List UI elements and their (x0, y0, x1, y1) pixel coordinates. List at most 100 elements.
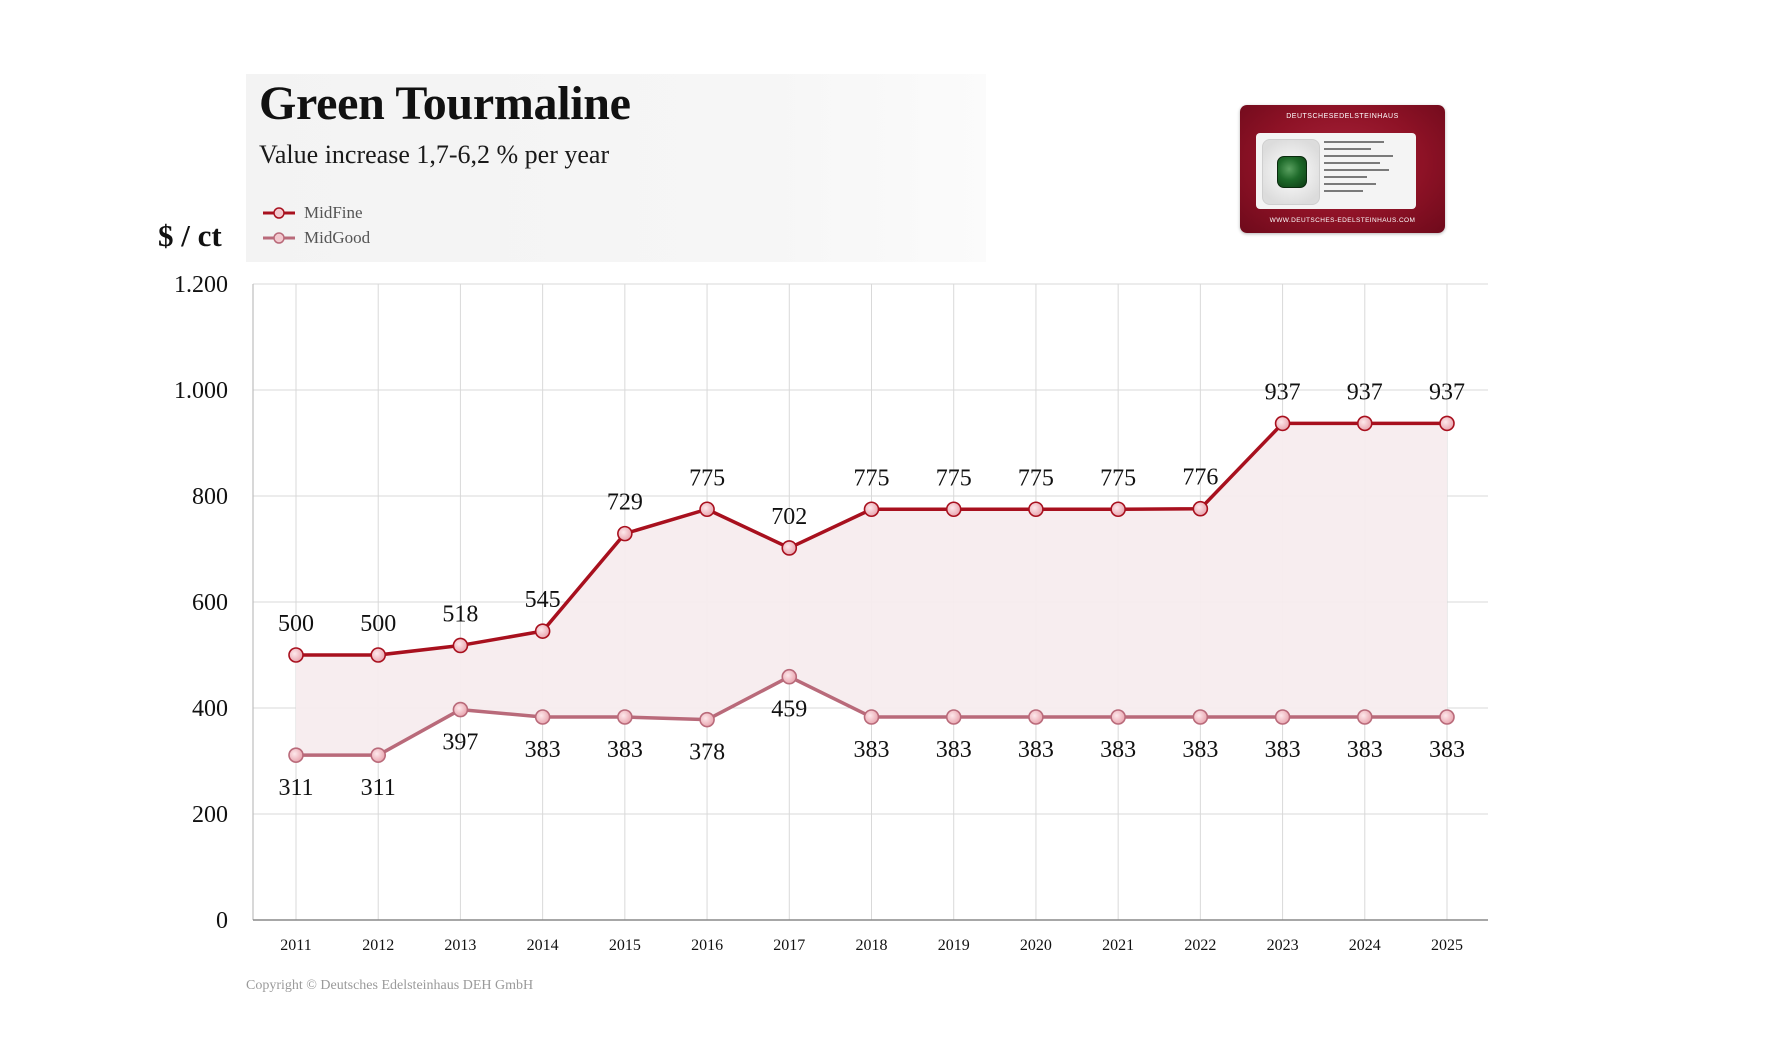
y-tick-label: 0 (216, 908, 228, 934)
data-label-midfine: 545 (525, 587, 561, 613)
y-tick-label: 600 (192, 590, 228, 616)
data-label-midfine: 702 (771, 504, 807, 530)
y-tick-label: 800 (192, 484, 228, 510)
data-label-midfine: 775 (936, 465, 972, 491)
data-point-midfine (699, 501, 715, 518)
chart-title: Green Tourmaline (259, 77, 631, 130)
data-point-midfine (1028, 501, 1044, 518)
certificate-text-lines (1324, 141, 1410, 197)
data-point-midgood (288, 747, 304, 763)
data-point-midgood (1028, 709, 1044, 725)
data-label-midgood: 311 (361, 775, 396, 801)
data-point-midgood (781, 668, 798, 685)
certificate-brand-text: DEUTSCHESEDELSTEINHAUS (1286, 113, 1399, 120)
data-point-midfine (452, 637, 469, 654)
data-point-midfine (288, 647, 304, 663)
data-label-midgood: 397 (442, 730, 478, 756)
data-point-midfine (863, 501, 880, 518)
data-point-midgood (370, 747, 387, 763)
green-gem-icon (1277, 156, 1307, 188)
legend-marker-midfine-icon (263, 206, 295, 219)
data-label-midfine: 518 (442, 601, 478, 627)
x-tick-label: 2025 (1431, 937, 1463, 954)
legend-marker-midgood-icon (263, 231, 295, 244)
data-label-midgood: 383 (525, 737, 561, 763)
y-axis-unit-label: $ / ct (158, 218, 222, 253)
data-point-midfine (945, 501, 962, 518)
certificate-window (1256, 133, 1416, 209)
data-label-midgood: 383 (1265, 737, 1301, 763)
data-label-midgood: 383 (607, 737, 643, 763)
data-point-midgood (1110, 709, 1126, 725)
x-tick-label: 2015 (609, 937, 641, 954)
data-label-midgood: 383 (1100, 737, 1136, 763)
data-point-midgood (699, 711, 715, 728)
data-point-midfine (1192, 500, 1209, 517)
y-tick-label: 1.000 (174, 378, 228, 404)
legend-label-midgood: MidGood (304, 227, 371, 247)
gemstone-certificate-image: DEUTSCHESEDELSTEINHAUS WWW.DEUTSCHES-EDE… (1240, 105, 1445, 233)
x-tick-label: 2019 (938, 937, 970, 954)
y-tick-label: 1.200 (174, 272, 228, 298)
data-label-midgood: 383 (1347, 737, 1383, 763)
x-tick-label: 2012 (362, 937, 394, 954)
data-point-midfine (617, 525, 633, 542)
x-tick-label: 2024 (1349, 937, 1381, 954)
data-label-midfine: 937 (1429, 379, 1465, 405)
x-tick-label: 2018 (856, 937, 888, 954)
x-tick-label: 2020 (1020, 937, 1052, 954)
data-point-midfine (781, 540, 798, 556)
data-label-midgood: 383 (936, 737, 972, 763)
x-tick-label: 2023 (1267, 937, 1299, 954)
data-label-midgood: 378 (689, 740, 725, 766)
data-point-midgood (1192, 709, 1209, 725)
data-label-midgood: 383 (854, 737, 890, 763)
data-point-midgood (1274, 709, 1291, 725)
data-point-midgood (945, 709, 962, 725)
legend-label-midfine: MidFine (304, 202, 363, 222)
data-label-midgood: 459 (771, 697, 807, 723)
data-label-midfine: 775 (689, 465, 725, 491)
x-tick-label: 2014 (527, 937, 559, 954)
data-point-midfine (370, 647, 387, 663)
y-tick-label: 400 (192, 696, 228, 722)
data-label-midfine: 937 (1347, 379, 1383, 405)
data-label-midgood: 383 (1429, 737, 1465, 763)
data-label-midgood: 383 (1018, 737, 1054, 763)
data-point-midgood (1356, 709, 1373, 725)
data-point-midfine (1110, 501, 1126, 518)
gem-frame (1262, 139, 1320, 205)
chart-subtitle: Value increase 1,7-6,2 % per year (259, 140, 610, 169)
data-label-midfine: 775 (1018, 465, 1054, 491)
x-tick-label: 2021 (1102, 937, 1134, 954)
data-point-midfine (1356, 415, 1373, 432)
data-point-midfine (1439, 415, 1455, 432)
data-label-midfine: 937 (1265, 379, 1301, 405)
data-point-midfine (534, 623, 551, 639)
data-point-midgood (617, 709, 633, 725)
data-label-midfine: 500 (360, 611, 396, 637)
legend-item-midgood: MidGood (262, 225, 370, 250)
x-tick-label: 2017 (773, 937, 805, 954)
data-point-midgood (452, 701, 469, 718)
data-label-midfine: 500 (278, 611, 314, 637)
legend-item-midfine: MidFine (262, 200, 370, 225)
certificate-footer-text: WWW.DEUTSCHES-EDELSTEINHAUS.COM (1269, 217, 1416, 224)
x-tick-label: 2013 (444, 937, 476, 954)
data-label-midgood: 383 (1182, 737, 1218, 763)
data-label-midfine: 775 (854, 465, 890, 491)
range-band-area (296, 423, 1447, 756)
x-tick-label: 2022 (1184, 937, 1216, 954)
header-panel (246, 74, 986, 262)
data-point-midgood (1439, 709, 1455, 725)
legend: MidFine MidGood (262, 200, 370, 250)
copyright-text: Copyright © Deutsches Edelsteinhaus DEH … (246, 978, 534, 993)
data-label-midgood: 311 (278, 775, 313, 801)
data-label-midfine: 776 (1182, 465, 1218, 491)
x-tick-label: 2011 (280, 937, 311, 954)
data-point-midfine (1274, 415, 1291, 432)
y-tick-label: 200 (192, 802, 228, 828)
data-point-midgood (534, 709, 551, 725)
x-tick-label: 2016 (691, 937, 723, 954)
